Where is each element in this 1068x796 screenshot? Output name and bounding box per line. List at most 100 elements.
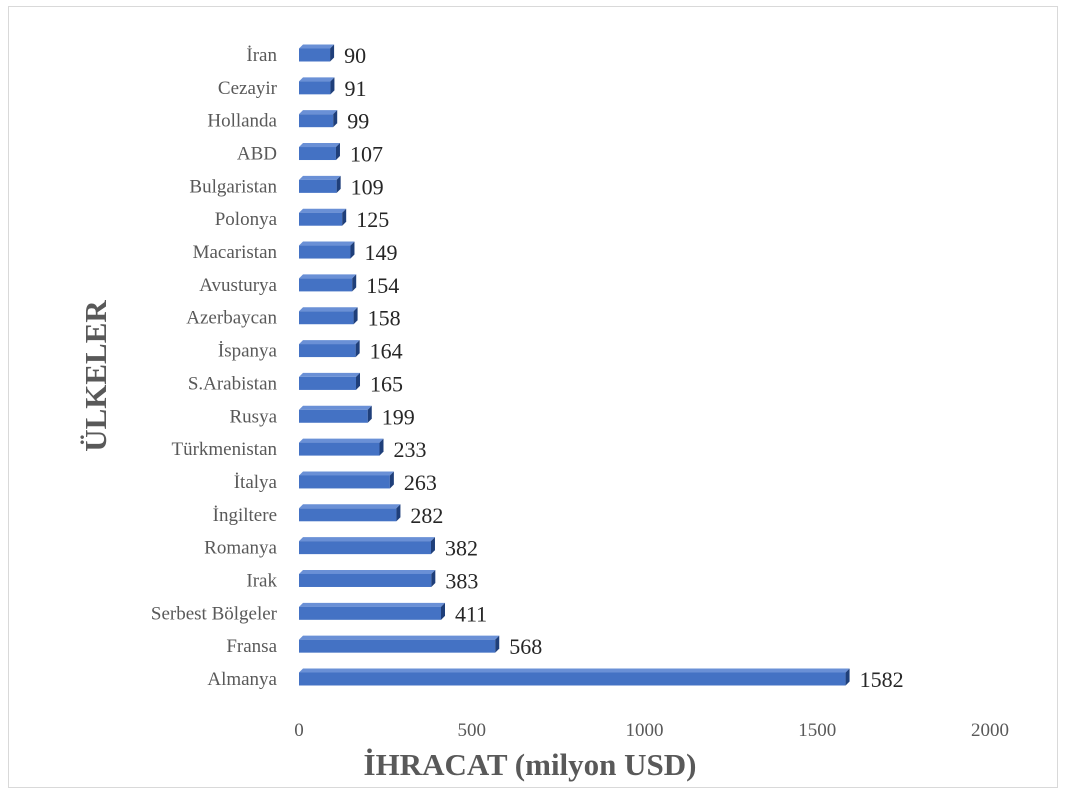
bar-side-face <box>396 504 401 522</box>
bar-side-face <box>355 340 360 358</box>
bar-top-face <box>299 241 355 246</box>
x-tick-label: 0 <box>294 720 304 741</box>
bar-front-face <box>299 245 351 259</box>
data-label: 411 <box>455 601 487 626</box>
bar-side-face <box>330 77 335 95</box>
bar-front-face <box>299 573 432 587</box>
bar <box>299 175 341 193</box>
data-label: 90 <box>344 43 366 68</box>
data-label: 125 <box>356 207 389 232</box>
category-label: Almanya <box>207 669 277 690</box>
bar-top-face <box>299 110 338 115</box>
bar-top-face <box>299 668 850 673</box>
bar-top-face <box>299 143 340 148</box>
category-label: İngiltere <box>213 505 277 526</box>
bar <box>299 44 335 62</box>
x-tick-labels: 0 500 1000 1500 2000 <box>294 720 1009 741</box>
bar-side-face <box>333 110 338 128</box>
bar-side-face <box>335 143 340 161</box>
bar-side-face <box>336 175 341 193</box>
bar-side-face <box>356 372 361 390</box>
bar <box>299 602 446 620</box>
bar-top-face <box>299 471 394 476</box>
bar-top-face <box>299 175 341 180</box>
bar <box>299 110 338 128</box>
bar-top-face <box>299 602 446 607</box>
data-label: 382 <box>445 536 478 561</box>
chart-frame: İran Cezayir Hollanda ABD Bulgaristan Polonya… <box>8 6 1058 788</box>
category-label: İran <box>246 45 277 66</box>
category-label: Fransa <box>226 636 277 657</box>
bar-side-face <box>431 569 436 587</box>
bar-top-face <box>299 372 361 377</box>
data-label: 91 <box>344 76 366 101</box>
bar-front-face <box>299 212 343 226</box>
bar-top-face <box>299 307 358 312</box>
bar-top-face <box>299 405 372 410</box>
category-label: Romanya <box>204 538 277 559</box>
data-label: 165 <box>370 371 403 396</box>
bar-front-face <box>299 114 334 128</box>
data-label: 282 <box>410 503 443 528</box>
bar-front-face <box>299 606 442 620</box>
bar <box>299 471 394 489</box>
bar-side-face <box>330 44 335 62</box>
bar <box>299 537 435 555</box>
bar <box>299 274 357 292</box>
category-label: Cezayir <box>218 78 278 99</box>
data-labels: 90 91 99 107 109 125 149 154 158 164 165 199 233 263 2… <box>344 43 903 692</box>
bar-top-face <box>299 340 360 345</box>
data-label: 568 <box>509 634 542 659</box>
x-axis-title: İHRACAT (milyon USD) <box>364 747 697 782</box>
bar-side-face <box>389 471 394 489</box>
bar-front-face <box>299 344 356 358</box>
bar-side-face <box>430 537 435 555</box>
bar-top-face <box>299 274 357 279</box>
bar <box>299 307 358 325</box>
data-label: 107 <box>350 142 383 167</box>
bar-front-face <box>299 508 397 522</box>
bar <box>299 635 500 653</box>
category-label: Polonya <box>215 209 278 230</box>
bars-layer <box>299 44 850 686</box>
category-label: Bulgaristan <box>189 176 277 197</box>
data-label: 164 <box>370 339 403 364</box>
category-label: ABD <box>237 144 277 165</box>
bar-side-face <box>350 241 355 259</box>
data-label: 199 <box>382 404 415 429</box>
category-label: Irak <box>246 570 277 591</box>
category-labels: İran Cezayir Hollanda ABD Bulgaristan Polonya… <box>151 45 278 690</box>
data-label: 154 <box>366 273 399 298</box>
bar <box>299 438 384 456</box>
category-label: Azerbaycan <box>186 308 277 329</box>
category-label: S.Arabistan <box>188 373 278 394</box>
bar-front-face <box>299 475 390 489</box>
bar-chart: İran Cezayir Hollanda ABD Bulgaristan Polonya… <box>78 43 1009 782</box>
bar-top-face <box>299 537 435 542</box>
bar-top-face <box>299 438 384 443</box>
bar-side-face <box>352 274 357 292</box>
data-label: 263 <box>404 470 437 495</box>
bar-side-face <box>353 307 358 325</box>
category-label: Avusturya <box>199 275 277 296</box>
bar-front-face <box>299 278 353 292</box>
bar <box>299 569 436 587</box>
category-label: İspanya <box>218 341 278 362</box>
bar-front-face <box>299 376 357 390</box>
bar <box>299 668 850 686</box>
bar-top-face <box>299 569 436 574</box>
bar-top-face <box>299 77 335 82</box>
x-tick-label: 1500 <box>798 720 836 741</box>
bar-top-face <box>299 208 347 213</box>
category-label: Macaristan <box>193 242 278 263</box>
x-tick-label: 2000 <box>971 720 1009 741</box>
bar-front-face <box>299 147 336 161</box>
bar-side-face <box>845 668 850 686</box>
category-label: Türkmenistan <box>171 439 277 460</box>
data-label: 233 <box>394 437 427 462</box>
data-label: 109 <box>351 174 384 199</box>
bar-side-face <box>379 438 384 456</box>
bar-front-face <box>299 442 380 456</box>
bar-front-face <box>299 311 354 325</box>
data-label: 158 <box>368 306 401 331</box>
